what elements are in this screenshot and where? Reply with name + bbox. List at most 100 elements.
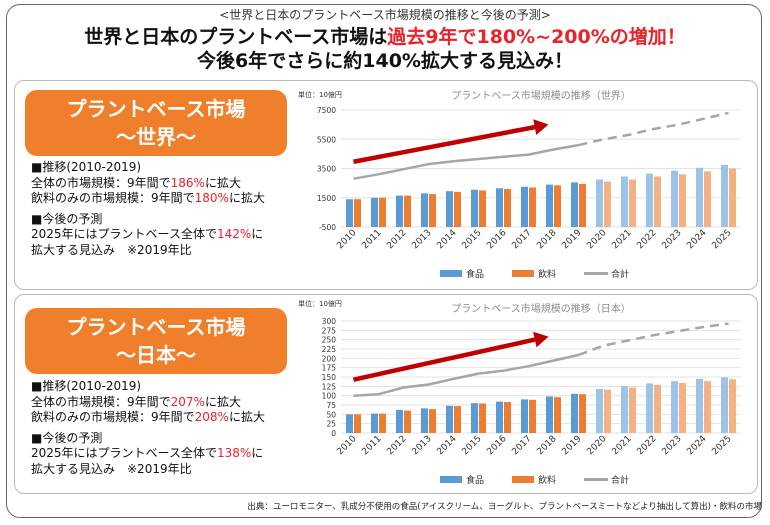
japan-info: ■推移(2010-2019) 全体の市場規模：9年間で207%に拡大 飲料のみの… (31, 379, 301, 477)
world-y-tick-label: 5500 (317, 135, 336, 144)
japan-x-tick-label: 2011 (360, 434, 383, 457)
world-bar-food (671, 170, 678, 227)
world-bar-drink (579, 183, 586, 227)
japan-bar-drink (479, 403, 486, 433)
japan-bar-drink (654, 384, 661, 433)
japan-bar-food (346, 414, 353, 433)
world-trend-arrow-head (533, 119, 549, 135)
japan-x-tick-label: 2015 (460, 434, 483, 457)
world-bar-drink (479, 190, 486, 227)
japan-legend-label-food: 食品 (466, 474, 484, 486)
world-bar-food (621, 176, 628, 227)
world-chart-title: プラントベース市場規模の推移（世界） (451, 89, 631, 102)
japan-bar-drink (529, 399, 536, 433)
world-legend-swatch-drink (512, 270, 534, 277)
world-bar-food (421, 193, 428, 227)
world-badge: プラントベース市場 ～世界～ (25, 90, 287, 156)
world-bar-drink (404, 195, 411, 227)
japan-x-tick-label: 2018 (535, 434, 558, 457)
japan-x-tick-label: 2022 (635, 434, 658, 457)
world-x-tick-label: 2018 (535, 228, 558, 251)
world-trend-arrow-shaft (353, 124, 536, 164)
japan-x-tick-label: 2010 (335, 434, 358, 457)
world-bar-drink (629, 179, 636, 227)
world-x-tick-label: 2023 (660, 228, 683, 251)
outer-frame (6, 4, 762, 518)
japan-forecast-pct: 138% (216, 446, 252, 460)
japan-trend-drink-text: 飲料のみの市場規模：9年間で (31, 410, 195, 424)
japan-bar-drink (704, 381, 711, 433)
world-bar-food (721, 164, 728, 227)
source-note: 出典：ユーロモニター、乳成分不使用の食品(アイスクリーム、ヨーグルト、プラントベ… (247, 502, 762, 512)
japan-bar-food (446, 405, 453, 433)
japan-bar-drink (554, 397, 561, 433)
world-x-tick-label: 2016 (485, 228, 508, 251)
world-trend-all-suffix: に拡大 (204, 175, 241, 190)
world-y-tick-label: 1500 (317, 194, 336, 203)
world-trend-drink: 飲料のみの市場規模：9年間で180%に拡大 (31, 191, 301, 207)
world-bar-food (571, 182, 578, 227)
japan-forecast-text: 2025年にはプラントベース全体で (31, 446, 217, 460)
headline-line-1-highlight: 過去9年で180%~200%の増加！ (387, 26, 686, 48)
world-bar-drink (604, 181, 611, 227)
world-total-line (353, 143, 579, 180)
world-bar-drink (379, 197, 386, 227)
world-forecast-suffix: に (251, 227, 264, 241)
japan-x-tick-label: 2021 (610, 434, 633, 457)
japan-bar-drink (454, 406, 461, 433)
world-trend-title: ■推移(2010-2019) (31, 160, 142, 174)
japan-y-tick-label: 200 (322, 354, 337, 363)
world-x-tick-label: 2015 (460, 228, 483, 251)
headline-line-1-main: 世界と日本のプラントベース市場は (84, 26, 388, 48)
world-unit-label: 単位：10億円 (298, 90, 342, 99)
world-trend-drink-suffix: に拡大 (228, 191, 265, 205)
japan-bar-food (496, 401, 503, 433)
japan-x-tick-label: 2012 (385, 434, 408, 457)
japan-y-tick-label: 225 (322, 345, 337, 354)
japan-trend-arrow-shaft (353, 337, 536, 382)
japan-forecast-title: ■今後の予測 (31, 430, 103, 445)
japan-chart: 単位：10億円 プラントベース市場規模の推移（日本） 025507510012515… (298, 299, 741, 486)
world-bar-drink (354, 199, 361, 227)
world-panel: プラントベース市場 ～世界～ ■推移(2010-2019) 全体の市場規模：9年… (14, 80, 758, 290)
world-bar-drink (704, 171, 711, 227)
world-info: ■推移(2010-2019) 全体の市場規模：9年間で186%に拡大 飲料のみの… (31, 160, 301, 258)
world-legend-label-total: 合計 (611, 268, 629, 280)
japan-bar-food (371, 413, 378, 433)
world-legend-label-food: 食品 (466, 268, 484, 280)
world-bar-drink (654, 176, 661, 227)
japan-x-tick-label: 2016 (485, 434, 508, 457)
japan-trend-drink-suffix: に拡大 (228, 410, 265, 424)
world-bar-drink (429, 194, 436, 227)
japan-y-tick-label: 175 (322, 364, 337, 373)
japan-forecast-line-2: 拡大する見込み ※2019年比 (31, 461, 192, 476)
world-badge-line-1: プラントベース市場 (66, 97, 246, 121)
japan-panel: プラントベース市場 ～日本～ ■推移(2010-2019) 全体の市場規模：9年… (14, 294, 758, 494)
world-forecast-text: 2025年にはプラントベース全体で (31, 227, 217, 241)
world-bar-food (471, 189, 478, 227)
world-x-tick-label: 2014 (435, 228, 458, 251)
headline-line-2: 今後6年でさらに約140%拡大する見込み！ (197, 50, 573, 72)
world-x-tick-label: 2017 (510, 228, 533, 251)
japan-trend-drink: 飲料のみの市場規模：9年間で208%に拡大 (31, 410, 301, 426)
japan-y-tick-label: 275 (322, 326, 337, 335)
world-bar-food (446, 191, 453, 227)
world-x-tick-label: 2020 (585, 228, 608, 251)
world-trend-all-text: 全体の市場規模：9年間で (31, 175, 171, 190)
japan-bar-drink (579, 394, 586, 433)
japan-y-tick-label: 250 (322, 336, 337, 345)
world-trend-all: 全体の市場規模：9年間で186%に拡大 (31, 176, 301, 192)
japan-bar-drink (379, 413, 386, 433)
world-total-line-forecast (578, 111, 729, 147)
japan-bar-food (471, 403, 478, 433)
world-x-tick-label: 2011 (360, 228, 383, 251)
world-badge-line-2: ～世界～ (116, 125, 196, 149)
headline-line-1: 世界と日本のプラントベース市場は過去9年で180%~200%の増加！ (0, 25, 770, 49)
world-bar-food (646, 173, 653, 227)
japan-total-line (353, 353, 579, 397)
japan-bar-drink (429, 409, 436, 433)
japan-trend-drink-pct: 208% (194, 410, 229, 424)
world-chart: 単位：10億円 プラントベース市場規模の推移（世界） -500 1500 3500 550… (298, 89, 741, 280)
world-bar-food (696, 167, 703, 227)
japan-bar-drink (729, 379, 736, 433)
